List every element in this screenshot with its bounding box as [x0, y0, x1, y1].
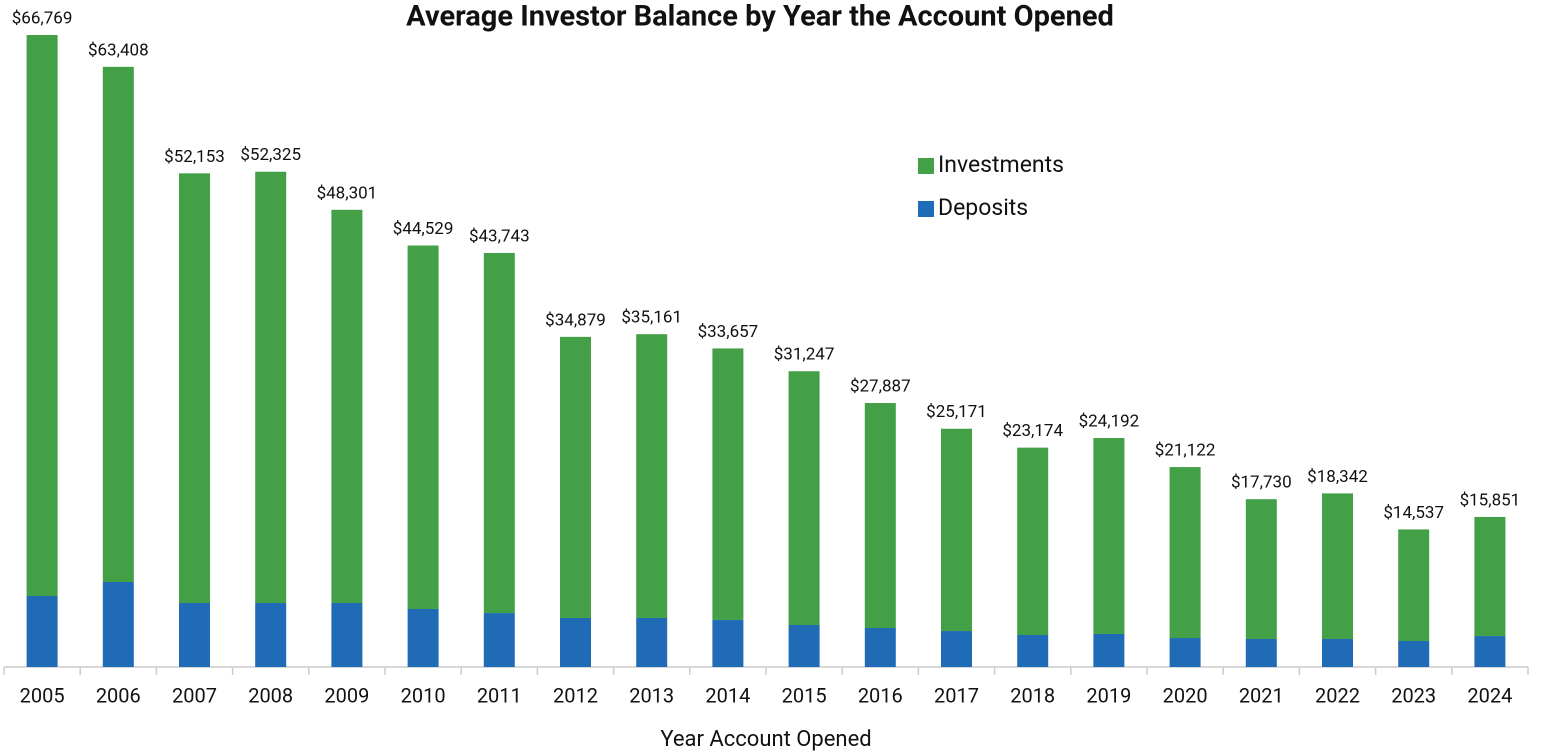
bar-segment: [1245, 499, 1277, 639]
total-label: $31,247: [774, 345, 835, 365]
bar-segment: [1017, 447, 1049, 636]
x-tick-label: 2013: [629, 683, 674, 707]
bar-segment: [179, 173, 210, 604]
bar-segment: [1169, 638, 1201, 667]
x-tick-label: 2019: [1086, 683, 1131, 707]
x-tick-label: 2020: [1163, 683, 1208, 707]
total-label: $25,171: [926, 402, 987, 422]
chart-title: Average Investor Balance by Year the Acc…: [406, 0, 1114, 34]
bar-segment: [255, 603, 287, 667]
x-tick-label: 2021: [1239, 683, 1284, 707]
total-label: $52,153: [164, 147, 225, 167]
bar-segment: [560, 617, 591, 667]
total-label: $18,342: [1307, 467, 1368, 487]
bar-segment: [26, 35, 58, 597]
bar-segment: [483, 613, 515, 667]
bar-segment: [255, 171, 287, 604]
total-label: $43,743: [469, 226, 530, 246]
total-label: $23,174: [1002, 421, 1063, 441]
bar-segment: [1474, 516, 1506, 637]
x-tick-label: 2008: [248, 683, 293, 707]
bar-segment: [1245, 638, 1277, 667]
bar-segment: [1093, 633, 1125, 667]
x-axis-title: Year Account Opened: [660, 727, 871, 752]
legend-swatch: [918, 201, 934, 217]
bar-segment: [1398, 640, 1430, 667]
bar-segment: [712, 348, 744, 620]
total-label: $66,769: [12, 8, 73, 28]
total-label: $48,301: [317, 183, 378, 203]
bar-segment: [331, 209, 363, 604]
x-tick-label: 2023: [1391, 683, 1436, 707]
bar-segment: [102, 66, 134, 583]
total-label: $34,879: [545, 310, 606, 330]
x-tick-label: 2007: [172, 683, 217, 707]
bar-segment: [788, 624, 820, 667]
legend-label: Investments: [938, 151, 1064, 178]
bar-segment: [1322, 638, 1353, 667]
total-label: $52,325: [240, 145, 301, 165]
legend-swatch: [918, 158, 934, 174]
total-label: $17,730: [1231, 473, 1292, 493]
bar-segment: [1322, 493, 1353, 639]
x-tick-label: 2017: [934, 683, 979, 707]
x-tick-label: 2005: [20, 683, 65, 707]
total-label: $44,529: [393, 219, 454, 239]
bar-segment: [1093, 438, 1125, 634]
total-label: $63,408: [88, 40, 149, 60]
total-label: $35,161: [621, 308, 682, 328]
bar-segment: [483, 252, 515, 614]
bar-segment: [864, 403, 896, 629]
x-tick-label: 2022: [1315, 683, 1360, 707]
bar-segment: [941, 631, 972, 667]
total-label: $24,192: [1079, 411, 1140, 431]
bar-segment: [788, 371, 820, 625]
total-label: $21,122: [1155, 441, 1216, 461]
bar-segment: [179, 603, 210, 667]
total-label: $14,537: [1383, 503, 1444, 523]
bar-segment: [102, 582, 134, 667]
bar-segment: [636, 334, 668, 618]
x-tick-label: 2015: [782, 683, 827, 707]
bar-segment: [1169, 467, 1201, 639]
x-tick-label: 2016: [858, 683, 903, 707]
x-tick-label: 2006: [96, 683, 141, 707]
total-label: $15,851: [1460, 490, 1521, 510]
bar-segment: [941, 428, 972, 632]
bar-segment: [1398, 529, 1430, 641]
bar-segment: [864, 628, 896, 667]
bar-segment: [26, 596, 58, 667]
bar-segment: [712, 619, 744, 667]
bar-segment: [407, 608, 439, 667]
x-tick-label: 2012: [553, 683, 598, 707]
x-tick-label: 2014: [705, 683, 750, 707]
bar-segment: [560, 336, 591, 618]
total-label: $27,887: [850, 377, 911, 397]
bar-segment: [331, 603, 363, 667]
x-tick-label: 2011: [477, 683, 522, 707]
x-tick-label: 2009: [324, 683, 369, 707]
bar-segment: [636, 617, 668, 667]
x-tick-label: 2024: [1467, 683, 1512, 707]
bar-segment: [407, 245, 439, 609]
bar-segment: [1017, 635, 1049, 667]
bar-segment: [1474, 636, 1506, 667]
legend-label: Deposits: [938, 194, 1028, 221]
x-tick-label: 2010: [401, 683, 446, 707]
x-tick-label: 2018: [1010, 683, 1055, 707]
total-label: $33,657: [698, 322, 759, 342]
